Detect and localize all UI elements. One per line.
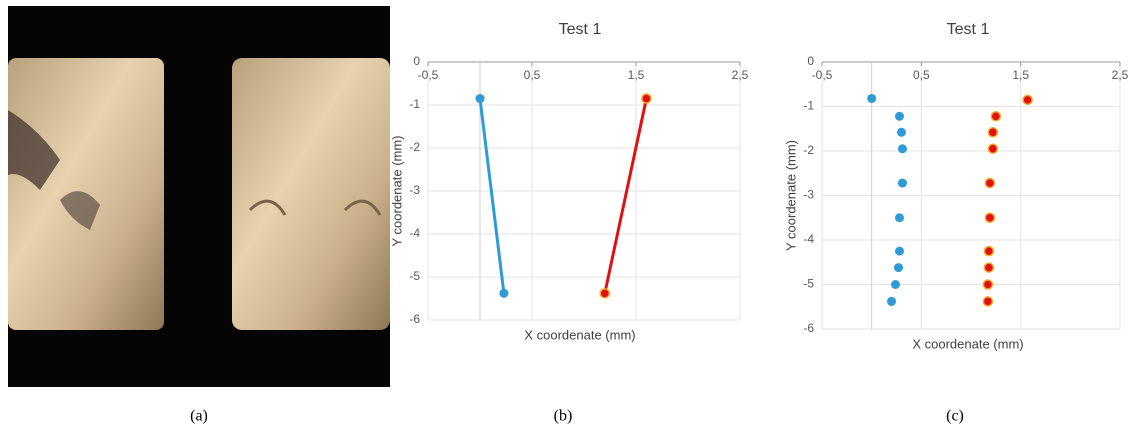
x-axis-title: X coordenate (mm) [912, 336, 1023, 351]
x-tick-label: 0,5 [913, 68, 930, 82]
data-point [983, 262, 995, 273]
series-line [478, 98, 506, 294]
data-point [982, 296, 994, 307]
data-point [897, 144, 907, 154]
x-axis-title: X coordenate (mm) [524, 327, 635, 342]
y-tick-label: -2 [803, 143, 814, 157]
y-tick-label: 0 [413, 54, 420, 68]
data-point [887, 296, 897, 306]
photo-damage [60, 191, 100, 230]
chart-title: Test 1 [947, 21, 990, 38]
data-point [867, 93, 877, 103]
y-tick-label: -4 [409, 226, 420, 240]
x-tick-label: 0,5 [524, 68, 541, 82]
data-point [984, 212, 996, 223]
data-point [983, 245, 995, 257]
y-tick-label: -3 [409, 183, 420, 197]
caption: (b) [554, 408, 573, 425]
y-tick-label: -1 [409, 97, 420, 111]
data-point [641, 93, 652, 104]
x-tick-label: 1,5 [1012, 68, 1029, 82]
photo-damage [8, 110, 60, 190]
y-tick-label: -1 [803, 99, 814, 113]
data-point [475, 94, 485, 104]
data-point [984, 177, 996, 189]
data-point [891, 280, 901, 289]
data-point [499, 288, 509, 298]
caption: (a) [190, 408, 208, 425]
data-point [599, 288, 611, 299]
y-tick-label: -5 [803, 277, 814, 291]
photo [8, 6, 390, 387]
data-point [987, 127, 999, 138]
x-tick-label: 2,5 [732, 68, 749, 82]
y-axis-title: Y coordenate (mm) [389, 135, 404, 246]
y-tick-label: -2 [409, 140, 420, 154]
y-tick-label: -6 [803, 321, 814, 335]
y-tick-label: -3 [803, 188, 814, 202]
data-point [987, 143, 999, 155]
y-tick-label: 0 [807, 54, 814, 68]
data-point [893, 263, 903, 273]
chart: Test 1 -6 -5 -4 -3 -2 -1 0-0,5 0,5 1,5 2,5 X coorde… [389, 21, 748, 342]
data-point [894, 111, 904, 121]
x-tick-label: -0,5 [812, 68, 833, 82]
x-tick-label: 2,5 [1112, 68, 1128, 82]
data-point [896, 127, 906, 137]
data-point [1022, 94, 1033, 106]
chart: Test 1 -6 -5 -4 -3 -2 -1 0-0,5 0,5 1,5 2,5 X coorde… [783, 21, 1128, 351]
y-tick-label: -4 [803, 232, 814, 246]
series-line [603, 98, 648, 294]
x-tick-label: 1,5 [628, 68, 645, 82]
y-tick-label: -5 [409, 269, 420, 283]
data-point [894, 213, 904, 223]
x-tick-label: -0,5 [418, 68, 439, 82]
y-tick-label: -6 [409, 312, 420, 326]
chart-title: Test 1 [559, 21, 602, 38]
photo-scratch [343, 199, 382, 216]
right-block [232, 58, 390, 330]
caption: (c) [946, 408, 964, 425]
data-point [897, 178, 907, 188]
data-point [990, 111, 1002, 122]
data-point [894, 246, 904, 256]
y-axis-title: Y coordenate (mm) [783, 140, 798, 251]
data-point [982, 279, 994, 290]
photo-scratch [248, 199, 287, 216]
